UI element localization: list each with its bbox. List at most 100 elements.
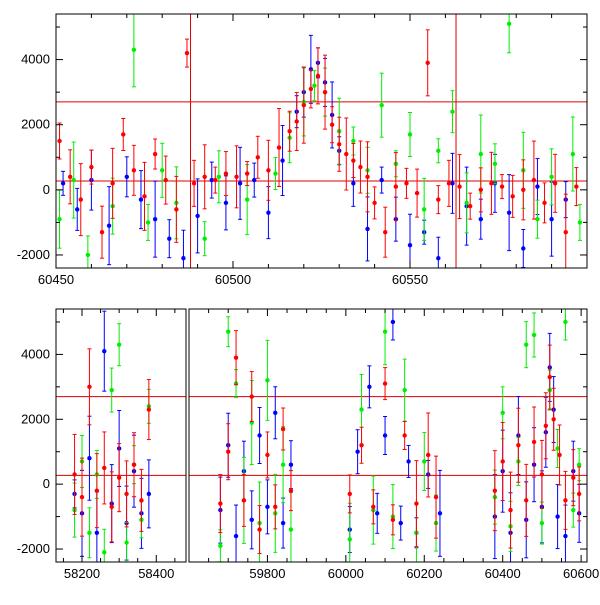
top-s1-point-8: [202, 236, 207, 241]
bottom-xtick-label-3: 60000: [328, 566, 364, 581]
top-s2-point-32: [358, 164, 363, 170]
top-s1-point-31: [549, 174, 554, 180]
bottom-s0-point-10: [146, 491, 152, 497]
bottom-s1-point-19: [280, 462, 286, 467]
top-xtick-label-2: 60550: [392, 272, 428, 287]
bottom-s2-point-31: [500, 459, 505, 464]
top-ytick-label-0: -2000: [17, 247, 50, 262]
bottom-s2-point-15: [249, 394, 254, 399]
top-ytick-label-3: 4000: [21, 52, 50, 67]
top-s2-point-13: [191, 181, 197, 186]
top-s1-point-27: [492, 161, 498, 166]
bottom-s2-point-36: [539, 472, 545, 477]
bottom-s2-point-7: [124, 491, 129, 497]
top-s2-point-46: [499, 184, 505, 189]
top-s0-point-8: [181, 256, 186, 261]
top-s2-point-23: [294, 119, 299, 124]
top-s2-point-17: [234, 174, 239, 180]
top-s2-point-2: [78, 197, 83, 202]
top-s2-point-4: [99, 229, 105, 235]
bottom-s0-point-43: [563, 533, 568, 539]
bottom-s0-point-15: [249, 517, 254, 523]
top-s2-point-8: [142, 194, 147, 199]
top-s1-point-17: [351, 138, 356, 144]
bottom-s2-point-41: [563, 498, 568, 503]
top-s2-point-14: [202, 174, 207, 180]
top-frame: [55, 13, 588, 269]
top-s1-point-11: [273, 171, 278, 176]
top-ytick-label-2: 2000: [21, 117, 50, 132]
top-s1-point-24: [450, 109, 455, 114]
top-s2-point-27: [322, 89, 328, 95]
bottom-s2-point-5: [109, 504, 114, 510]
top-s2-point-41: [446, 181, 452, 186]
top-s2-point-20: [266, 168, 271, 173]
top-s0-point-13: [252, 177, 257, 183]
top-plot-area: [56, 14, 587, 268]
bottom-s2-point-37: [543, 423, 549, 428]
bottom-s2-point-27: [414, 501, 419, 506]
bottom-s2-point-17: [265, 452, 270, 458]
top-s1-point-6: [160, 168, 165, 173]
bottom-s2-point-2: [87, 384, 92, 390]
top-panel: -2000 0 2000 4000 60450 60500 60550: [17, 13, 588, 287]
bottom-s2-point-19: [280, 426, 286, 432]
top-s1-point-22: [421, 207, 427, 212]
bottom-s2-point-28: [425, 452, 431, 458]
top-s0-point-34: [506, 210, 512, 215]
bottom-s0-point-22: [355, 449, 360, 454]
top-s1-point-26: [478, 151, 483, 157]
top-s2-point-48: [521, 187, 526, 193]
bottom-s1-point-34: [524, 342, 529, 347]
bottom-xtick-label-5: 60400: [485, 566, 521, 581]
top-s2-point-19: [255, 155, 260, 160]
top-s0-point-12: [237, 181, 243, 186]
bottom-s0-point-25: [382, 433, 388, 438]
bottom-s1-point-24: [382, 329, 388, 334]
top-s1-point-1: [71, 177, 76, 183]
top-s0-point-30: [450, 181, 455, 186]
top-s2-point-45: [489, 181, 494, 186]
bottom-s2-point-0: [72, 472, 77, 477]
top-s2-point-11: [174, 207, 179, 212]
bottom-s1-point-26: [402, 387, 407, 393]
bottom-plot-area-1: [189, 309, 587, 562]
top-s1-point-5: [145, 220, 151, 225]
bottom-frame-0: [55, 308, 187, 563]
top-s0-point-27: [407, 243, 413, 248]
bottom-s2-point-24: [382, 381, 388, 386]
top-s0-point-7: [167, 236, 172, 241]
top-s0-point-10: [209, 177, 214, 183]
bottom-s2-point-8: [131, 462, 137, 467]
top-s0-point-3: [106, 223, 112, 228]
bottom-ytick-label-3: 4000: [21, 346, 50, 361]
bottom-s1-point-17: [265, 378, 270, 383]
bottom-s2-point-13: [233, 355, 239, 360]
top-s2-point-34: [372, 200, 377, 206]
bottom-s1-point-6: [116, 342, 122, 347]
top-s2-point-26: [315, 73, 321, 79]
top-s1-point-28: [506, 21, 512, 26]
bottom-ytick-label-2: 2000: [21, 411, 50, 426]
top-s0-point-4: [124, 174, 129, 180]
bottom-xtick-label-1: 58400: [138, 566, 174, 581]
top-s2-point-42: [457, 184, 462, 189]
bottom-s1-point-4: [102, 550, 107, 555]
top-s0-point-25: [379, 177, 384, 183]
bottom-s1-point-2: [87, 530, 92, 536]
bottom-s1-point-28: [422, 459, 427, 464]
top-s2-point-18: [244, 171, 250, 176]
top-xtick-label-1: 60500: [215, 272, 251, 287]
bottom-s0-point-18: [273, 410, 278, 415]
bottom-s1-point-21: [347, 537, 352, 542]
bottom-s2-point-29: [433, 494, 439, 500]
bottom-s2-point-32: [508, 507, 513, 513]
bottom-s2-point-22: [359, 443, 364, 448]
top-s2-point-5: [110, 181, 115, 186]
bottom-s1-point-12: [226, 329, 231, 334]
bottom-s2-point-6: [116, 475, 122, 480]
top-s2-point-24: [301, 102, 306, 108]
top-s1-point-33: [577, 220, 583, 225]
top-s1-point-14: [312, 83, 317, 88]
